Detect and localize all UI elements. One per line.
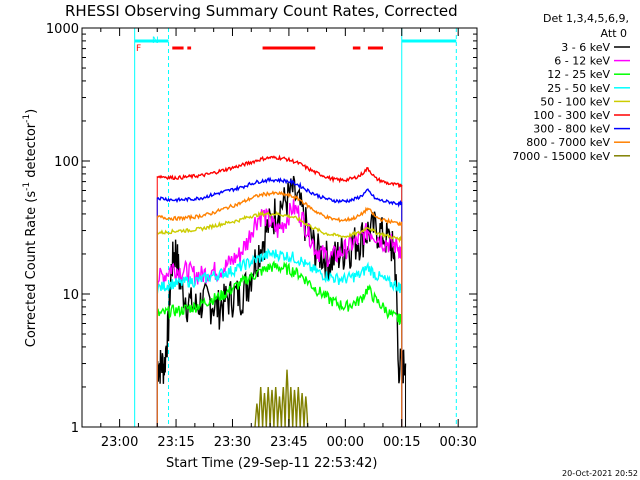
y-axis-label-exp1: -1 (22, 182, 32, 191)
flag-label-f: F (136, 44, 141, 54)
x-tick-label-1: 23:15 (157, 435, 194, 450)
legend-label-1: 6 - 12 keV (554, 55, 610, 68)
series-line-1 (156, 199, 403, 290)
series-line-2 (156, 260, 403, 325)
series-line-4 (156, 210, 402, 244)
x-axis: 23:00 23:15 23:30 23:45 00:00 00:15 00:30 (81, 28, 478, 450)
legend-label-5: 100 - 300 keV (533, 109, 610, 122)
y-tick-label-3: 1000 (46, 22, 79, 37)
plot-area (134, 28, 457, 428)
legend-label-0: 3 - 6 keV (561, 41, 610, 54)
y-tick-label-1: 10 (62, 288, 79, 303)
y-axis-label-end: ) (24, 109, 39, 114)
y-axis-label-main: Corrected Count Rate (s (24, 191, 39, 348)
x-tick-label-6: 00:30 (439, 435, 476, 450)
series-line-3 (156, 247, 403, 295)
legend-header-detectors: Det 1,3,4,5,6,9, (543, 12, 629, 25)
y-axis-label: Corrected Count Rate (s-1 detector-1) (22, 109, 39, 347)
x-tick-label-2: 23:30 (214, 435, 251, 450)
series-line-7 (156, 190, 403, 227)
legend-header-attenuator: Att 0 (601, 27, 627, 40)
flag-label-n: N (152, 36, 159, 46)
y-axis-label-mid: detector (24, 122, 39, 182)
plot-frame (81, 27, 478, 428)
legend-label-7: 800 - 7000 keV (526, 136, 610, 149)
y-axis: 1 10 100 1000 (46, 22, 477, 436)
legend-label-6: 300 - 800 keV (533, 123, 610, 136)
x-axis-label: Start Time (29-Sep-11 22:53:42) (166, 456, 377, 471)
x-tick-label-3: 23:45 (270, 435, 307, 450)
x-tick-label-4: 00:00 (327, 435, 364, 450)
y-tick-label-0: 1 (71, 421, 79, 436)
x-tick-label-0: 23:00 (101, 435, 138, 450)
x-tick-label-5: 00:15 (383, 435, 420, 450)
y-tick-label-2: 100 (54, 155, 79, 170)
legend-label-8: 7000 - 15000 keV (512, 150, 610, 163)
flag-bar: FN (134, 36, 457, 54)
series-line-8 (254, 369, 309, 428)
legend-label-2: 12 - 25 keV (547, 68, 610, 81)
legend-label-4: 50 - 100 keV (540, 95, 610, 108)
series-line-6 (156, 176, 403, 208)
footer-date: 20-Oct-2021 20:52 (562, 469, 638, 478)
legend-label-3: 25 - 50 keV (547, 82, 610, 95)
series-line-5 (157, 154, 403, 189)
y-axis-label-exp2: -1 (22, 114, 32, 123)
chart-title: RHESSI Observing Summary Count Rates, Co… (65, 2, 458, 20)
